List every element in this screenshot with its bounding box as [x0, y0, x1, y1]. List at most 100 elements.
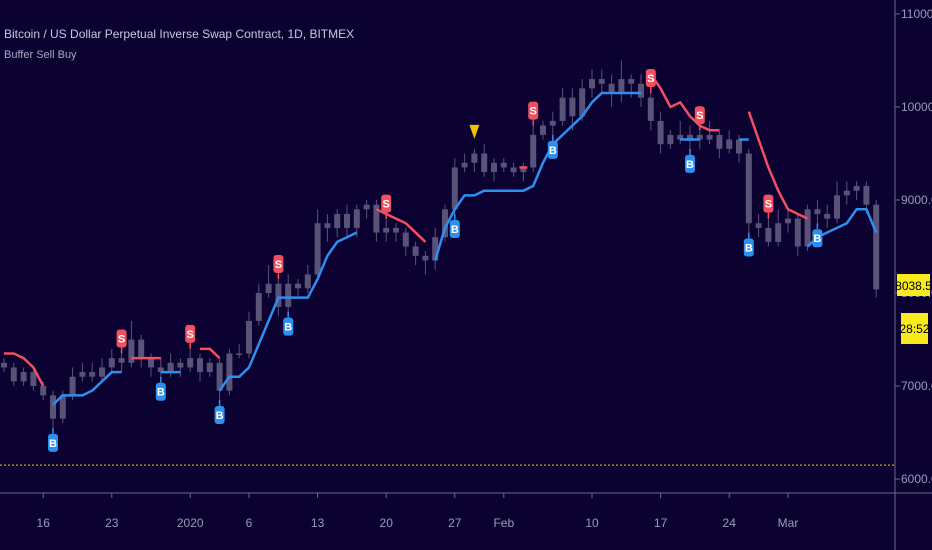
- signals-layer: B B B B B B B B B S S S S S S S S: [48, 69, 823, 452]
- buy-signal-label: B: [549, 145, 557, 157]
- marker-triangle: [469, 124, 480, 139]
- candle-body: [677, 134, 684, 140]
- candle-body: [726, 139, 733, 149]
- candle-body: [657, 120, 664, 145]
- candle-body: [79, 372, 86, 377]
- candle-body: [442, 209, 448, 238]
- buy-signal: [685, 154, 695, 173]
- candle-body: [736, 139, 742, 154]
- sell-signal: [528, 101, 539, 120]
- candle-body: [451, 167, 458, 210]
- buy-signal: [449, 219, 460, 238]
- candle-body: [549, 120, 556, 126]
- x-tick-label: 23: [105, 516, 119, 530]
- x-tick-label: 20: [380, 516, 394, 530]
- x-tick-label: 17: [654, 516, 668, 530]
- candle-body: [510, 167, 517, 173]
- candle-body: [304, 274, 311, 289]
- candle-body: [285, 283, 292, 307]
- sell-signal-label: S: [187, 329, 194, 341]
- candle-body: [579, 88, 586, 117]
- y-tick-label: 9000.0: [901, 193, 932, 207]
- candle-body: [177, 362, 184, 368]
- candle-body: [422, 255, 429, 261]
- chart-subtitle: Buffer Sell Buy: [4, 49, 77, 61]
- candle-body: [89, 372, 96, 377]
- candle-body: [99, 367, 105, 377]
- buy-signal-label: B: [745, 243, 753, 255]
- candle-body: [853, 186, 860, 191]
- candle-body: [598, 79, 605, 84]
- candles-layer: [1, 60, 880, 428]
- candle-body: [804, 209, 811, 247]
- candle-body: [530, 134, 537, 168]
- sell-signal-label: S: [530, 106, 537, 118]
- buy-signal-label: B: [49, 438, 57, 450]
- sell-signal-label: S: [647, 73, 654, 85]
- x-tick-label: 6: [246, 516, 253, 530]
- candle-body: [148, 358, 154, 368]
- candle-body: [824, 213, 831, 219]
- candle-body: [216, 362, 223, 391]
- countdown-tag-bg: [901, 313, 928, 344]
- sell-signal-label: S: [275, 259, 282, 271]
- candle-body: [353, 209, 360, 228]
- buy-line-segment: [52, 370, 122, 406]
- candle-body: [863, 186, 870, 205]
- candle-body: [461, 162, 468, 168]
- candle-body: [226, 353, 233, 391]
- candle-body: [834, 195, 840, 219]
- candle-body: [491, 162, 497, 173]
- candle-body: [873, 204, 880, 290]
- sell-signal: [381, 194, 392, 213]
- candle-body: [187, 358, 194, 368]
- candle-body: [236, 353, 243, 355]
- candle-body: [432, 237, 439, 261]
- candle-body: [50, 395, 56, 419]
- buy-signal-label: B: [451, 224, 459, 236]
- sell-signal-label: S: [696, 110, 703, 122]
- candle-body: [500, 162, 507, 168]
- candle-body: [696, 134, 703, 140]
- candle-body: [363, 204, 370, 210]
- sell-signal-label: S: [118, 333, 125, 345]
- sell-line-segment: [200, 347, 221, 360]
- candle-body: [1, 362, 7, 368]
- sell-signal: [763, 194, 774, 213]
- candle-body: [618, 79, 625, 94]
- candle-body: [324, 223, 331, 228]
- candle-body: [255, 293, 262, 321]
- candle-body: [843, 190, 850, 196]
- y-tick-label: 11000.0: [901, 7, 932, 21]
- buy-signal: [812, 229, 823, 248]
- x-tick-label: 27: [448, 516, 462, 530]
- candle-body: [246, 320, 252, 354]
- candle-body: [157, 367, 164, 373]
- candle-body: [314, 223, 321, 275]
- buy-signal-label: B: [813, 233, 821, 245]
- candle-body: [628, 79, 635, 84]
- candle-body: [706, 134, 713, 140]
- x-tick-label: Feb: [493, 516, 514, 530]
- candle-body: [647, 97, 654, 121]
- candle-body: [108, 358, 115, 368]
- buy-signal: [547, 140, 558, 159]
- candle-body: [138, 339, 145, 359]
- candle-body: [69, 376, 76, 396]
- buy-signal: [283, 317, 294, 336]
- x-tick-label: 24: [723, 516, 737, 530]
- sell-line-segment: [4, 352, 45, 387]
- buy-signal-label: B: [284, 322, 292, 334]
- buy-signal: [155, 382, 166, 401]
- last-price-tag-bg: [897, 274, 930, 296]
- x-tick-label: Mar: [778, 516, 799, 530]
- sell-signal: [273, 255, 284, 274]
- candle-body: [206, 362, 213, 373]
- buy-signal: [214, 405, 225, 424]
- candle-body: [559, 97, 566, 121]
- sell-line-segment: [747, 111, 809, 220]
- y-tick-label: 7000.0: [901, 379, 932, 393]
